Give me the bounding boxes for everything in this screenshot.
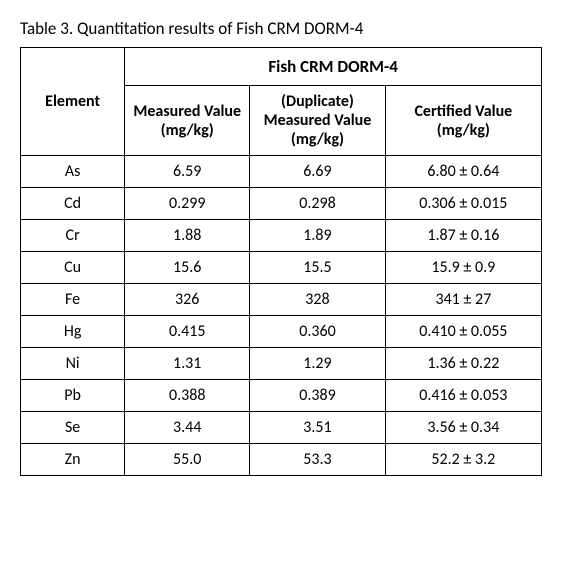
cell-duplicate: 328 <box>250 284 385 316</box>
cell-certified: 3.56 ± 0.34 <box>385 412 541 444</box>
cell-element: Se <box>21 412 125 444</box>
cell-certified: 0.306 ± 0.015 <box>385 188 541 220</box>
table-caption: Table 3. Quantitation results of Fish CR… <box>20 18 542 39</box>
table-row: Cu15.615.515.9 ± 0.9 <box>21 252 542 284</box>
cell-certified: 1.87 ± 0.16 <box>385 220 541 252</box>
table-row: Zn55.053.352.2 ± 3.2 <box>21 444 542 476</box>
cell-duplicate: 6.69 <box>250 156 385 188</box>
cell-measured: 0.388 <box>125 380 250 412</box>
cell-certified: 52.2 ± 3.2 <box>385 444 541 476</box>
cell-certified: 0.410 ± 0.055 <box>385 316 541 348</box>
cell-duplicate: 53.3 <box>250 444 385 476</box>
cell-duplicate: 0.298 <box>250 188 385 220</box>
cell-element: As <box>21 156 125 188</box>
col-header-certified: Certified Value (mg/kg) <box>385 86 541 156</box>
cell-measured: 6.59 <box>125 156 250 188</box>
cell-element: Cr <box>21 220 125 252</box>
cell-element: Pb <box>21 380 125 412</box>
cell-measured: 3.44 <box>125 412 250 444</box>
cell-duplicate: 1.29 <box>250 348 385 380</box>
cell-certified: 6.80 ± 0.64 <box>385 156 541 188</box>
cell-measured: 0.299 <box>125 188 250 220</box>
col-header-duplicate: (Duplicate) Measured Value (mg/kg) <box>250 86 385 156</box>
table-row: Fe326328341 ± 27 <box>21 284 542 316</box>
cell-certified: 15.9 ± 0.9 <box>385 252 541 284</box>
cell-measured: 1.88 <box>125 220 250 252</box>
table-row: As6.596.696.80 ± 0.64 <box>21 156 542 188</box>
cell-duplicate: 1.89 <box>250 220 385 252</box>
cell-measured: 1.31 <box>125 348 250 380</box>
cell-measured: 55.0 <box>125 444 250 476</box>
table-row: Pb0.3880.3890.416 ± 0.053 <box>21 380 542 412</box>
cell-element: Zn <box>21 444 125 476</box>
cell-certified: 341 ± 27 <box>385 284 541 316</box>
table-row: Cr1.881.891.87 ± 0.16 <box>21 220 542 252</box>
cell-certified: 1.36 ± 0.22 <box>385 348 541 380</box>
cell-element: Fe <box>21 284 125 316</box>
table-body: As6.596.696.80 ± 0.64Cd0.2990.2980.306 ±… <box>21 156 542 476</box>
cell-duplicate: 0.360 <box>250 316 385 348</box>
table-row: Cd0.2990.2980.306 ± 0.015 <box>21 188 542 220</box>
group-header: Fish CRM DORM-4 <box>125 48 542 86</box>
cell-measured: 0.415 <box>125 316 250 348</box>
cell-element: Cu <box>21 252 125 284</box>
table-row: Ni1.311.291.36 ± 0.22 <box>21 348 542 380</box>
col-header-measured: Measured Value (mg/kg) <box>125 86 250 156</box>
cell-measured: 15.6 <box>125 252 250 284</box>
table-row: Se3.443.513.56 ± 0.34 <box>21 412 542 444</box>
cell-duplicate: 0.389 <box>250 380 385 412</box>
results-table: Element Fish CRM DORM-4 Measured Value (… <box>20 47 542 476</box>
cell-measured: 326 <box>125 284 250 316</box>
cell-duplicate: 15.5 <box>250 252 385 284</box>
cell-element: Hg <box>21 316 125 348</box>
col-header-element: Element <box>21 48 125 156</box>
cell-element: Ni <box>21 348 125 380</box>
cell-element: Cd <box>21 188 125 220</box>
table-row: Hg0.4150.3600.410 ± 0.055 <box>21 316 542 348</box>
cell-certified: 0.416 ± 0.053 <box>385 380 541 412</box>
cell-duplicate: 3.51 <box>250 412 385 444</box>
